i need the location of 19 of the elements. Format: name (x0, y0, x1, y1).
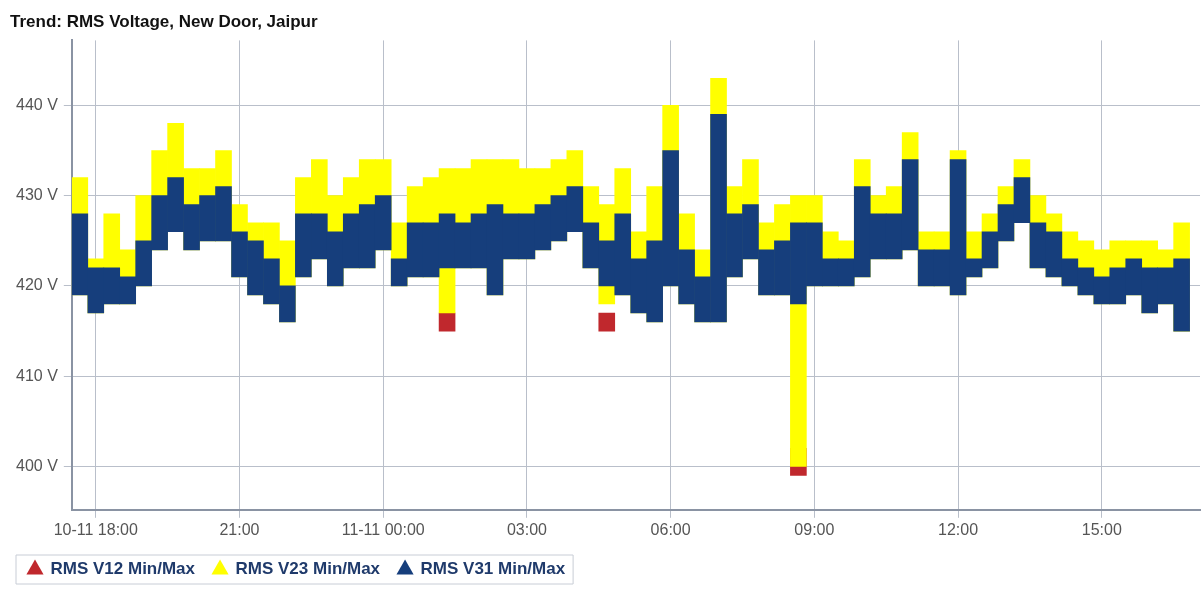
x-tick-label: 12:00 (938, 520, 979, 538)
x-tick-label: 10-11 18:00 (53, 520, 138, 538)
chart-title: Trend: RMS Voltage, New Door, Jaipur (10, 11, 318, 31)
x-tick-label: 06:00 (650, 520, 691, 538)
y-tick-label: 420 V (16, 276, 59, 294)
y-tick-label: 440 V (16, 95, 59, 113)
x-tick-label: 11-11 00:00 (341, 520, 425, 538)
x-tick-label: 09:00 (794, 520, 835, 538)
x-tick-label: 03:00 (506, 520, 548, 538)
x-tick-label: 15:00 (1081, 520, 1122, 538)
legend-label: RMS V31 Min/Max (420, 559, 566, 579)
y-tick-label: 430 V (16, 186, 59, 204)
y-tick-label: 410 V (16, 366, 59, 384)
x-tick-label: 21:00 (219, 520, 260, 538)
legend-label: RMS V23 Min/Max (235, 559, 381, 579)
y-tick-label: 400 V (16, 456, 59, 474)
bar (438, 312, 456, 332)
bar (598, 312, 616, 332)
legend-label: RMS V12 Min/Max (50, 559, 196, 579)
